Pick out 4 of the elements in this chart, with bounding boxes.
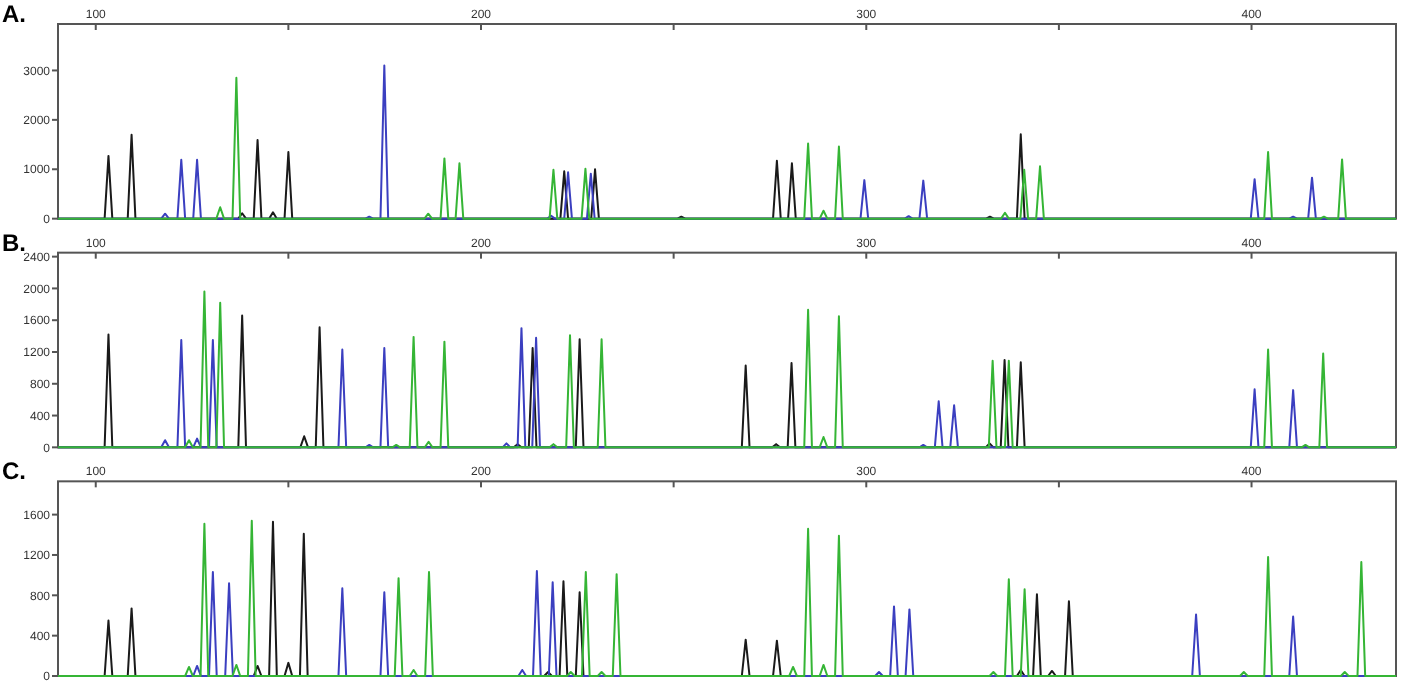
chart-title: B. (2, 228, 26, 257)
chart-title: C. (2, 457, 26, 486)
line-series (57, 290, 1397, 449)
chart-title: A. (2, 0, 26, 28)
